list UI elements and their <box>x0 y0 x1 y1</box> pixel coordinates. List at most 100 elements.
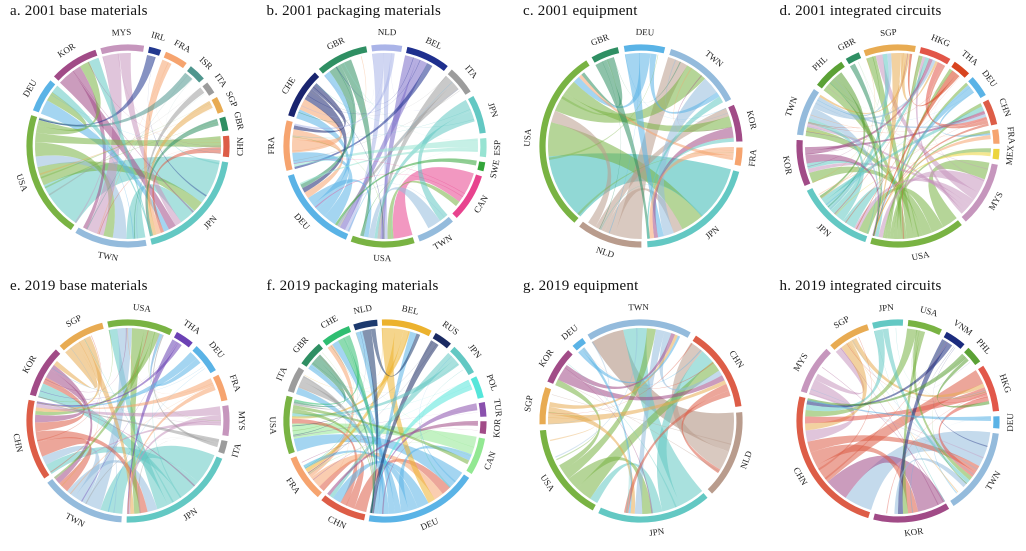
arc-f-KOR <box>478 420 488 435</box>
label-h-SGP: SGP <box>832 314 851 331</box>
chord-JPN-CHN <box>46 446 199 498</box>
label-d-DEU: DEU <box>980 68 999 89</box>
chord-DEU-FRA <box>292 152 353 225</box>
label-d-FRA: FRA <box>1005 126 1017 145</box>
label-h-PHL: PHL <box>974 337 993 356</box>
label-d-JPN: JPN <box>815 221 833 239</box>
arc-d-MEX <box>991 147 1001 161</box>
chord-CAN-USA <box>392 167 474 239</box>
label-c-JPN: JPN <box>703 224 721 242</box>
label-f-CAN: CAN <box>482 450 498 472</box>
chord-MYS-USA <box>878 170 985 238</box>
panel-title: f. 2019 packaging materials <box>266 278 439 294</box>
filaments-layer-d <box>805 53 991 239</box>
chord-JPN-CHN <box>820 106 984 202</box>
chord-THA-CHN <box>36 343 182 407</box>
chord-USA-KOR <box>36 61 101 135</box>
chord-MYS-TWN <box>86 53 122 236</box>
chord-USA-KOR <box>555 379 601 471</box>
chord-USA-TWN <box>912 329 972 481</box>
chord-KOR-JPN <box>60 71 176 230</box>
label-a-MYS: MYS <box>112 27 132 38</box>
arc-e-JPN <box>126 455 224 524</box>
chord-USA-KOR <box>565 81 733 133</box>
panel-h: h. 2019 integrated circuits JPN USA VNM PHL… <box>770 275 1026 551</box>
chord-PHL-CHN <box>806 353 967 406</box>
chord-JPN-TWN <box>417 99 471 221</box>
label-f-RUS: RUS <box>440 319 460 337</box>
label-d-KOR: KOR <box>781 155 794 175</box>
label-d-SGP: SGP <box>880 27 897 38</box>
label-e-THA: THA <box>182 317 203 336</box>
chord-USA-JPN <box>568 456 653 514</box>
filament-NLD-SGP <box>552 394 732 445</box>
label-h-VNM: VNM <box>951 317 974 337</box>
chord-TWN-JPN <box>634 329 665 514</box>
label-h-CHN: CHN <box>791 465 809 487</box>
panel-g: g. 2019 equipment TWN CHN NLD JPN USA SGP KOR D… <box>513 275 770 551</box>
label-f-CHE: CHE <box>319 313 340 331</box>
label-e-JPN: JPN <box>181 506 199 523</box>
label-c-NLD: NLD <box>595 244 616 260</box>
arc-f-CAN <box>465 436 486 476</box>
filament-CAN-FRA <box>293 158 465 194</box>
chord-JPN-CHN <box>329 352 455 499</box>
chord-MYS-CHN <box>805 379 855 442</box>
chord-USA-KOR <box>808 166 932 236</box>
chord-DEU-CHE <box>331 340 395 514</box>
label-d-HKG: HKG <box>930 32 952 49</box>
label-h-DEU: DEU <box>1005 413 1015 432</box>
chord-DEU-CHE <box>295 109 350 217</box>
filament-USA-SGP <box>40 102 211 179</box>
chord-USA-DEU <box>292 408 374 514</box>
chord-CHN-JPN <box>152 147 222 233</box>
chord-DEU-USA <box>307 179 372 238</box>
chord-CHN-JPN <box>35 430 148 514</box>
chords-layer-h <box>804 328 991 514</box>
chord-GBR-DEU <box>316 354 374 514</box>
chord-JPN-TWN <box>647 96 724 239</box>
filament-DEU-CHN <box>579 349 702 387</box>
label-f-USA: USA <box>267 416 278 435</box>
chord-TWN-USA <box>368 187 440 239</box>
chord-DEU-CAN <box>398 445 472 513</box>
chord-CHN-HKG <box>816 370 983 482</box>
chord-GBR-USA <box>581 57 623 107</box>
arc-d-THA <box>949 60 970 79</box>
chord-USA-CHN <box>35 331 161 416</box>
filament-SGP-USA <box>39 108 214 176</box>
chord-JPN-USA <box>842 187 884 237</box>
arc-b-NLD <box>370 43 403 53</box>
arc-f-CHE <box>321 325 352 347</box>
arc-a-IRL <box>147 45 163 57</box>
chord-DEU-CHN <box>37 352 197 407</box>
label-d-GBR: GBR <box>836 36 857 53</box>
chord-USA-KOR <box>901 330 925 514</box>
chord-USA-TWN <box>54 329 155 480</box>
arc-a-SGP <box>210 95 225 115</box>
label-a-GBR: GBR <box>232 111 246 131</box>
label-e-CHN: CHN <box>12 433 26 454</box>
label-b-SWE: SWE <box>488 158 502 179</box>
label-c-FRA: FRA <box>747 148 759 167</box>
chord-GBR-USA <box>340 59 372 237</box>
filament-ESP-GBR <box>343 62 478 141</box>
label-e-DEU: DEU <box>207 339 227 360</box>
arc-a-FRA <box>162 50 189 70</box>
panel-title: e. 2019 base materials <box>10 278 148 294</box>
chord-ITA-DEU <box>336 83 459 228</box>
label-e-TWN: TWN <box>64 511 87 530</box>
chord-NLD-CHN <box>671 342 730 470</box>
chord-NLD-USA <box>551 110 612 228</box>
chord-FRA-CHN <box>37 378 215 409</box>
chord-SGP-KOR <box>54 343 98 389</box>
arc-a-DEU <box>32 79 57 114</box>
arc-g-TWN <box>586 318 693 341</box>
chord-KOR-TWN <box>563 333 676 389</box>
chord-NLD-BEL <box>370 328 420 377</box>
filament-SGP-CHN <box>172 103 222 143</box>
arc-d-PHL <box>815 60 846 90</box>
